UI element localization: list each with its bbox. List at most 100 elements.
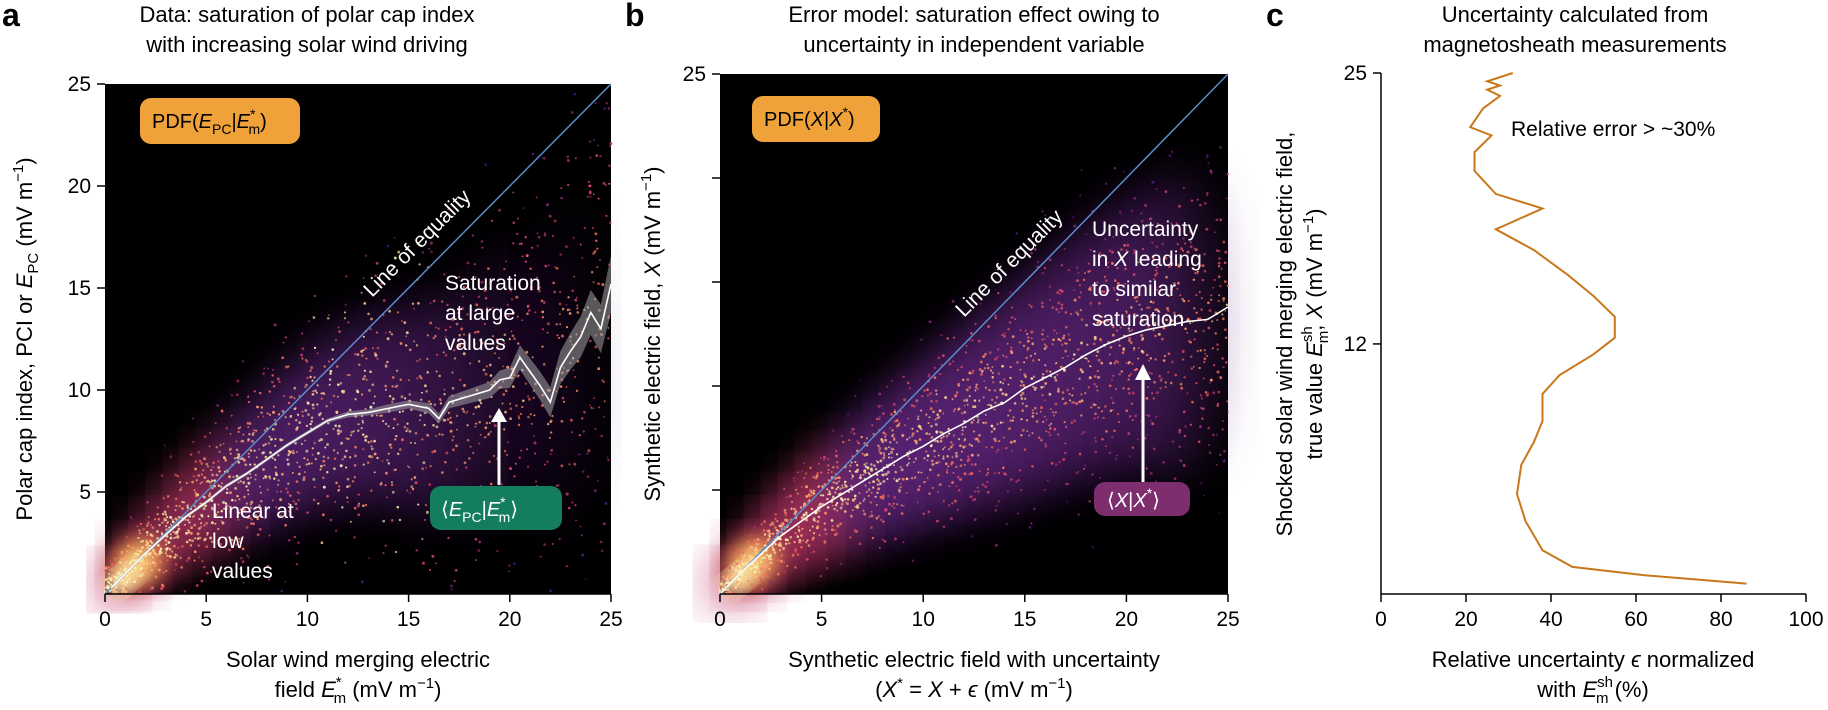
scatter-point bbox=[935, 400, 938, 403]
scatter-point bbox=[976, 486, 979, 489]
scatter-point bbox=[413, 340, 415, 342]
scatter-point bbox=[250, 503, 252, 505]
scatter-point bbox=[194, 550, 197, 553]
scatter-point bbox=[893, 477, 896, 480]
scatter-point bbox=[1151, 180, 1155, 184]
scatter-point bbox=[997, 448, 1000, 451]
scatter-point bbox=[1090, 406, 1093, 409]
scatter-point bbox=[926, 394, 930, 397]
scatter-point bbox=[377, 347, 380, 350]
scatter-point bbox=[1111, 401, 1115, 405]
scatter-point bbox=[1109, 345, 1113, 349]
scatter-point bbox=[977, 490, 980, 493]
scatter-point bbox=[259, 507, 262, 510]
scatter-point bbox=[1084, 357, 1087, 360]
scatter-point bbox=[1080, 414, 1083, 417]
scatter-point bbox=[239, 568, 241, 570]
scatter-point bbox=[1096, 320, 1100, 324]
scatter-point bbox=[332, 428, 334, 430]
scatter-point bbox=[748, 553, 751, 556]
scatter-point bbox=[940, 436, 943, 440]
scatter-point bbox=[405, 430, 407, 432]
scatter-point bbox=[109, 551, 112, 554]
scatter-point bbox=[489, 422, 491, 424]
scatter-point bbox=[802, 513, 805, 516]
scatter-point bbox=[389, 331, 391, 333]
scatter-point bbox=[239, 426, 241, 428]
scatter-point bbox=[1127, 327, 1130, 330]
scatter-point bbox=[329, 519, 332, 522]
scatter-point bbox=[1132, 273, 1136, 276]
scatter-point bbox=[559, 538, 561, 540]
scatter-point bbox=[971, 372, 974, 375]
scatter-point bbox=[506, 454, 508, 456]
scatter-point bbox=[503, 393, 506, 396]
scatter-point bbox=[386, 496, 388, 498]
scatter-point bbox=[765, 554, 769, 557]
scatter-point bbox=[1214, 332, 1217, 335]
scatter-point bbox=[262, 372, 265, 375]
scatter-point bbox=[984, 421, 988, 425]
scatter-point bbox=[430, 251, 433, 254]
scatter-point bbox=[146, 563, 148, 565]
scatter-point bbox=[1206, 154, 1209, 157]
scatter-point bbox=[1151, 241, 1154, 244]
scatter-point bbox=[206, 463, 209, 466]
panel-b-title-line-2: uncertainty in independent variable bbox=[803, 32, 1144, 57]
scatter-point bbox=[428, 483, 431, 486]
scatter-point bbox=[504, 450, 506, 452]
scatter-point bbox=[867, 488, 871, 491]
scatter-point bbox=[746, 540, 750, 543]
scatter-point bbox=[363, 336, 365, 338]
scatter-point bbox=[177, 547, 179, 549]
scatter-point bbox=[316, 392, 318, 394]
scatter-point bbox=[1160, 288, 1163, 291]
scatter-point bbox=[1189, 245, 1193, 249]
scatter-point bbox=[139, 550, 142, 553]
scatter-point bbox=[480, 434, 482, 436]
scatter-point bbox=[1156, 266, 1159, 269]
scatter-point bbox=[236, 393, 239, 396]
scatter-point bbox=[426, 358, 428, 360]
scatter-point bbox=[1119, 258, 1122, 261]
scatter-point bbox=[906, 381, 910, 385]
scatter-point bbox=[567, 296, 569, 298]
scatter-point bbox=[154, 553, 156, 555]
scatter-point bbox=[274, 323, 277, 326]
scatter-point bbox=[365, 358, 367, 360]
scatter-point bbox=[552, 282, 555, 285]
scatter-point bbox=[1156, 391, 1159, 394]
scatter-point bbox=[741, 551, 745, 555]
scatter-point bbox=[1111, 325, 1115, 329]
scatter-point bbox=[149, 588, 151, 590]
scatter-point bbox=[1080, 318, 1084, 321]
scatter-point bbox=[361, 292, 363, 294]
scatter-point bbox=[893, 506, 896, 509]
linear-annotation-line-3: values bbox=[212, 560, 273, 583]
scatter-point bbox=[306, 377, 308, 379]
scatter-point bbox=[745, 585, 748, 588]
scatter-point bbox=[357, 430, 359, 432]
scatter-point bbox=[897, 423, 900, 427]
scatter-point bbox=[531, 247, 533, 249]
scatter-point bbox=[979, 302, 982, 305]
scatter-point bbox=[1077, 513, 1080, 516]
scatter-point bbox=[1025, 356, 1028, 360]
scatter-point bbox=[386, 245, 389, 248]
scatter-point bbox=[481, 281, 484, 284]
scatter-point bbox=[762, 529, 766, 532]
scatter-point bbox=[1061, 397, 1065, 400]
scatter-point bbox=[1223, 261, 1227, 265]
scatter-point bbox=[354, 507, 357, 510]
scatter-point bbox=[942, 412, 945, 415]
scatter-point bbox=[756, 562, 759, 565]
scatter-point bbox=[1212, 286, 1215, 289]
scatter-point bbox=[827, 457, 830, 460]
scatter-point bbox=[338, 326, 340, 328]
scatter-point bbox=[1117, 285, 1120, 288]
scatter-point bbox=[1058, 311, 1061, 314]
scatter-point bbox=[884, 447, 888, 451]
scatter-point bbox=[550, 431, 552, 433]
scatter-point bbox=[843, 483, 846, 486]
scatter-point bbox=[373, 440, 376, 443]
